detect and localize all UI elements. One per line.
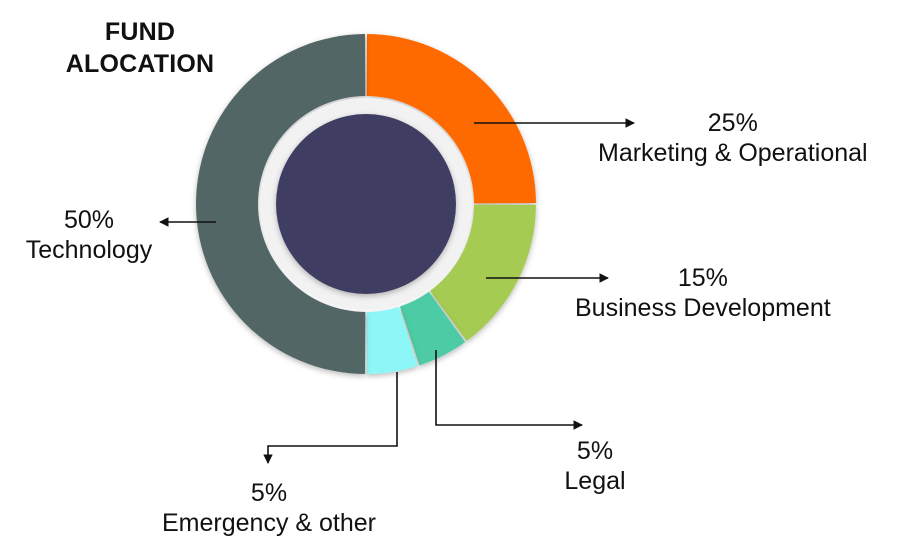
legal-name: Legal: [564, 467, 626, 495]
marketing-name: Marketing & Operational: [598, 139, 868, 167]
label-legal: 5% Legal: [555, 436, 635, 496]
technology-percent: 50%: [63, 206, 115, 234]
emergency-percent: 5%: [250, 479, 288, 507]
title-line-2: ALOCATION: [65, 50, 215, 78]
title-line-1: FUND: [104, 18, 176, 46]
slices-group: [195, 34, 536, 374]
leader-lines-group: [159, 118, 635, 464]
slice-marketing-operational: [366, 34, 536, 204]
label-marketing-operational: 25% Marketing & Operational: [598, 108, 868, 168]
business-name: Business Development: [575, 294, 831, 322]
label-business-development: 15% Business Development: [575, 263, 831, 323]
technology-name: Technology: [25, 236, 153, 264]
leader-emergency: [263, 372, 398, 464]
label-emergency-other: 5% Emergency & other: [147, 478, 391, 538]
label-technology: 50% Technology: [18, 205, 160, 265]
slice-legal: [399, 291, 466, 366]
legal-percent: 5%: [576, 437, 614, 465]
center-disc: [276, 114, 456, 294]
slice-technology: [195, 34, 366, 374]
chart-title: FUND ALOCATION: [40, 16, 240, 80]
leader-legal: [435, 350, 583, 430]
slice-business-development: [430, 204, 536, 341]
slice-emergency-other: [366, 306, 418, 374]
inner-ring-group: [260, 98, 472, 310]
emergency-name: Emergency & other: [162, 509, 376, 537]
marketing-percent: 25%: [707, 109, 758, 137]
business-percent: 15%: [677, 264, 728, 292]
